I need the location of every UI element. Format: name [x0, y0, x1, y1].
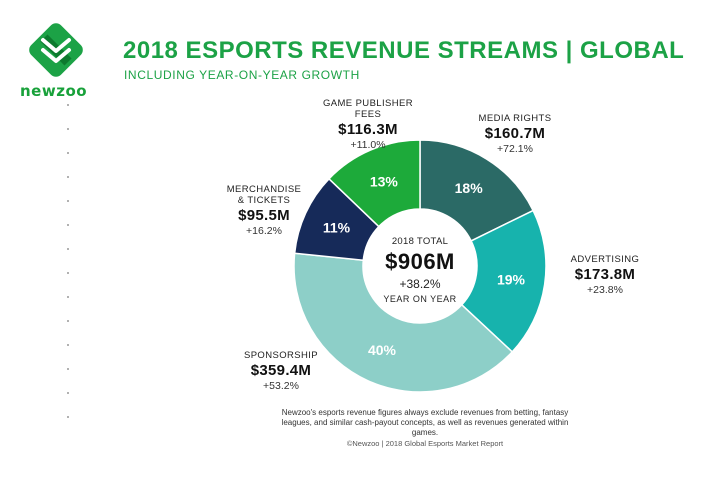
slice-value: $95.5M [194, 207, 334, 224]
slice-value: $116.3M [298, 121, 438, 138]
slice-value: $160.7M [445, 125, 585, 142]
footnote: Newzoo's esports revenue figures always … [270, 408, 580, 438]
label-sponsorship: SPONSORSHIP $359.4M +53.2% [211, 350, 351, 392]
slice-name: SPONSORSHIP [211, 350, 351, 361]
slice-growth: +23.8% [535, 284, 675, 296]
slice-name: GAME PUBLISHER FEES [298, 98, 438, 120]
slice-growth: +72.1% [445, 143, 585, 155]
pct-label-media_rights: 18% [455, 180, 484, 196]
slice-name: ADVERTISING [535, 254, 675, 265]
label-merchandise-tickets: MERCHANDISE & TICKETS $95.5M +16.2% [194, 184, 334, 237]
pct-label-advertising: 19% [497, 271, 526, 287]
total-value: $906M [350, 249, 490, 275]
label-media-rights: MEDIA RIGHTS $160.7M +72.1% [445, 113, 585, 155]
slice-growth: +11.0% [298, 139, 438, 151]
total-caption: 2018 TOTAL [350, 236, 490, 247]
total-growth: +38.2% [350, 277, 490, 291]
total-center: 2018 TOTAL $906M +38.2% YEAR ON YEAR [350, 236, 490, 304]
label-game-publisher-fees: GAME PUBLISHER FEES $116.3M +11.0% [298, 98, 438, 151]
label-advertising: ADVERTISING $173.8M +23.8% [535, 254, 675, 296]
total-subcaption: YEAR ON YEAR [350, 294, 490, 304]
slice-value: $359.4M [211, 362, 351, 379]
slice-name: MERCHANDISE & TICKETS [194, 184, 334, 206]
pct-label-publisher: 13% [370, 173, 399, 189]
slice-value: $173.8M [535, 266, 675, 283]
slice-growth: +16.2% [194, 225, 334, 237]
slice-growth: +53.2% [211, 380, 351, 392]
source-credit: ©Newzoo | 2018 Global Esports Market Rep… [330, 439, 520, 448]
pct-label-sponsorship: 40% [368, 342, 397, 358]
slice-name: MEDIA RIGHTS [445, 113, 585, 124]
